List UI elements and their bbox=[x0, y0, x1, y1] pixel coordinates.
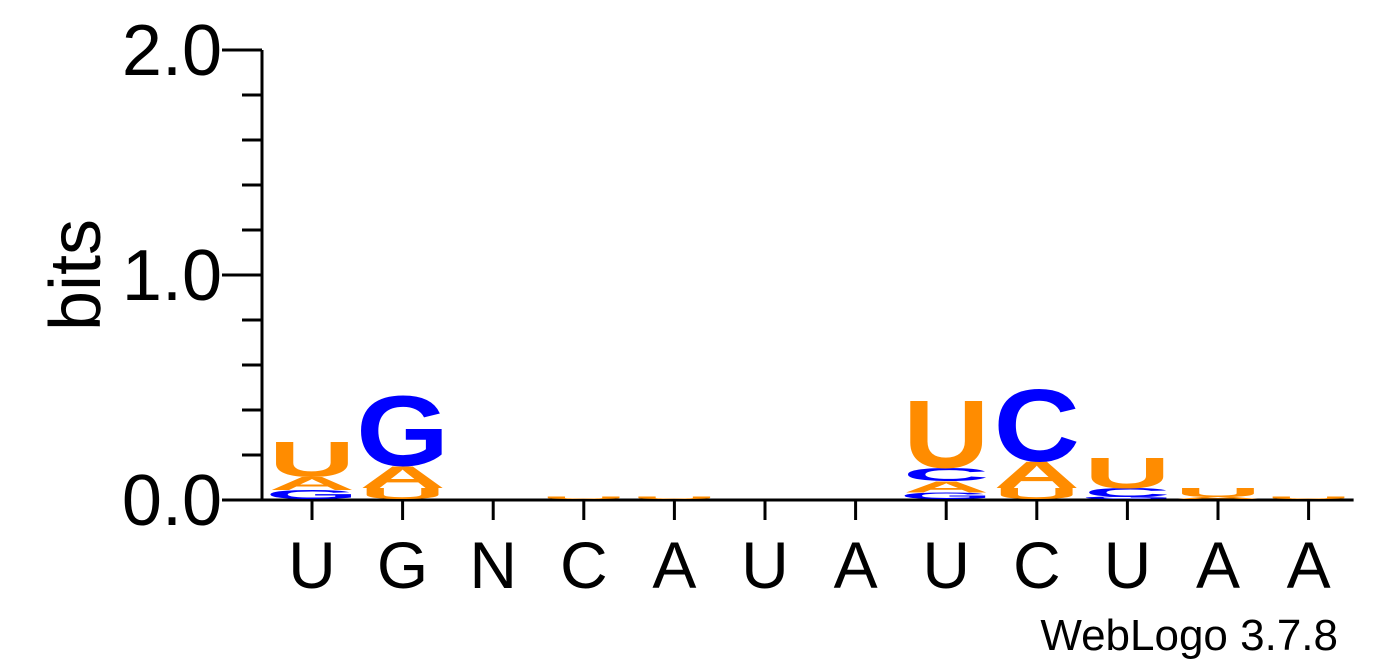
svg-text:A: A bbox=[269, 473, 355, 494]
logo-letter: A bbox=[359, 459, 445, 494]
logo-letter: U bbox=[1175, 485, 1261, 499]
logo-letter: U bbox=[631, 496, 717, 499]
logo-letter: A bbox=[994, 454, 1080, 496]
svg-text:U: U bbox=[1084, 449, 1170, 498]
svg-text:U: U bbox=[631, 496, 717, 499]
y-tick-label: 2.0 bbox=[122, 11, 222, 91]
x-tick-label: A bbox=[1196, 528, 1240, 602]
x-tick-label: U bbox=[1104, 528, 1152, 602]
svg-text:G: G bbox=[356, 375, 449, 487]
svg-text:G: G bbox=[900, 490, 993, 501]
x-tick-label: A bbox=[652, 528, 696, 602]
logo-letter: G bbox=[900, 490, 993, 501]
svg-text:C: C bbox=[1084, 485, 1170, 499]
svg-text:A: A bbox=[903, 478, 989, 495]
x-tick-label: C bbox=[1013, 528, 1061, 602]
logo-letter: U bbox=[994, 485, 1080, 502]
x-tick-label: A bbox=[834, 528, 878, 602]
logo-letter: U bbox=[541, 496, 627, 499]
svg-text:U: U bbox=[541, 496, 627, 499]
x-tick-label: C bbox=[560, 528, 608, 602]
svg-text:U: U bbox=[1175, 485, 1261, 499]
logo-letter: U bbox=[269, 432, 355, 488]
logo-letter: C bbox=[994, 367, 1080, 483]
logo-letter: U bbox=[359, 485, 445, 502]
weblogo-credit: WebLogo 3.7.8 bbox=[1040, 611, 1338, 660]
logo-letter: C bbox=[903, 464, 989, 485]
y-tick-label: 0.0 bbox=[122, 461, 222, 541]
logo-letter: G bbox=[1081, 496, 1174, 499]
svg-text:G: G bbox=[1081, 496, 1174, 499]
svg-text:U: U bbox=[903, 381, 989, 489]
x-tick-label: U bbox=[922, 528, 970, 602]
svg-text:U: U bbox=[269, 432, 355, 488]
svg-text:A: A bbox=[359, 459, 445, 494]
y-axis-label: bits bbox=[36, 219, 116, 331]
logo-letter: U bbox=[903, 381, 989, 489]
x-tick-label: G bbox=[377, 528, 428, 602]
svg-text:U: U bbox=[1265, 496, 1351, 499]
x-tick-label: N bbox=[469, 528, 517, 602]
y-tick-label: 1.0 bbox=[122, 236, 222, 316]
svg-text:U: U bbox=[994, 485, 1080, 502]
logo-letter: C bbox=[1084, 485, 1170, 499]
logo-letter: A bbox=[903, 478, 989, 495]
svg-text:U: U bbox=[359, 485, 445, 502]
svg-text:A: A bbox=[1175, 496, 1261, 499]
logo-letter: U bbox=[1084, 449, 1170, 498]
svg-text:C: C bbox=[903, 464, 989, 485]
x-tick-label: U bbox=[288, 528, 336, 602]
logo-letter: G bbox=[356, 375, 449, 487]
svg-text:A: A bbox=[994, 454, 1080, 496]
x-tick-label: U bbox=[741, 528, 789, 602]
logo-letter: A bbox=[1175, 496, 1261, 499]
svg-text:G: G bbox=[266, 488, 359, 502]
svg-text:C: C bbox=[994, 367, 1080, 483]
logo-letter: U bbox=[1265, 496, 1351, 499]
y-axis: 0.0 1.0 2.0 bbox=[122, 11, 264, 541]
logo-letter: G bbox=[266, 488, 359, 502]
logo-letter: A bbox=[269, 473, 355, 494]
x-tick-label: A bbox=[1287, 528, 1331, 602]
